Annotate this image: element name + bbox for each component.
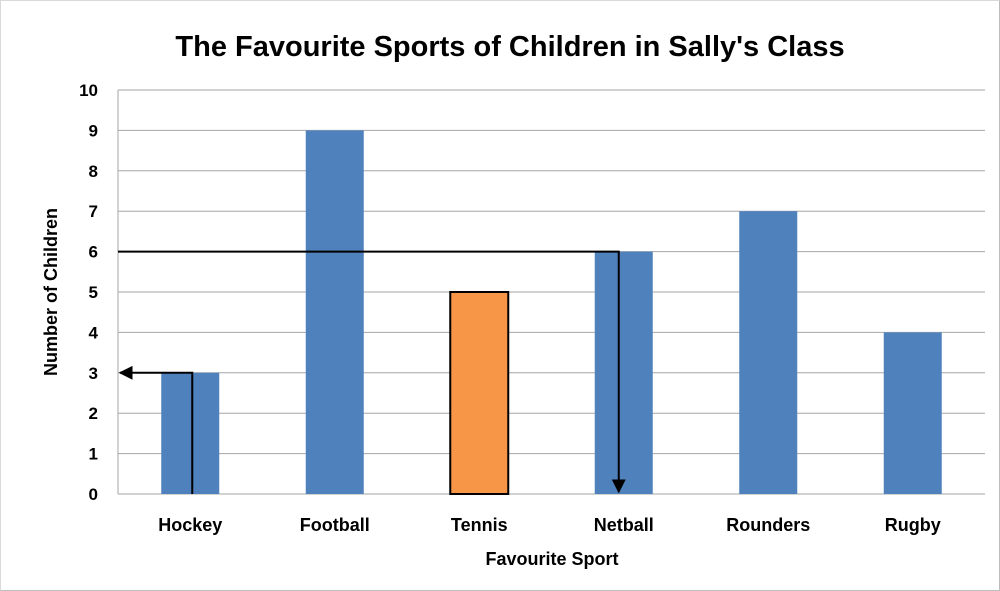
annotations <box>118 250 626 494</box>
y-tick-label: 9 <box>89 121 98 140</box>
x-tick-label: Rounders <box>726 515 810 535</box>
x-tick-label: Hockey <box>158 515 222 535</box>
x-tick-label: Tennis <box>451 515 508 535</box>
bars <box>161 130 942 495</box>
gridlines <box>117 89 985 495</box>
x-category-labels: Hockey Football Tennis Netball Rounders Rugby <box>158 515 941 535</box>
bar-hockey <box>161 372 220 494</box>
x-tick-label: Netball <box>594 515 654 535</box>
y-tick-label: 5 <box>89 283 98 302</box>
bar-netball <box>594 251 653 494</box>
x-tick-label: Rugby <box>885 515 941 535</box>
y-tick-label: 1 <box>89 445 98 464</box>
y-tick-label: 6 <box>89 243 98 262</box>
chart-title: The Favourite Sports of Children in Sall… <box>175 31 844 63</box>
y-tick-label: 10 <box>79 81 98 100</box>
bar-football <box>305 130 364 494</box>
y-tick-label: 7 <box>89 202 98 221</box>
x-tick-label: Football <box>300 515 370 535</box>
y-tick-label: 8 <box>89 162 98 181</box>
annotation-arrow-hockey <box>118 365 194 494</box>
y-tick-label: 3 <box>89 364 98 383</box>
y-axis-label: Number of Children <box>41 208 61 376</box>
y-tick-label: 2 <box>89 404 98 423</box>
bar-rounders <box>739 211 798 494</box>
bar-tennis <box>449 291 510 495</box>
y-tick-label: 0 <box>89 485 98 504</box>
x-axis-label: Favourite Sport <box>485 549 618 569</box>
y-tick-labels: 0 1 2 3 4 5 6 7 8 9 10 <box>79 81 98 504</box>
annotation-arrow-netball <box>118 250 626 494</box>
bar-rugby <box>883 332 942 494</box>
y-tick-label: 4 <box>89 323 99 342</box>
